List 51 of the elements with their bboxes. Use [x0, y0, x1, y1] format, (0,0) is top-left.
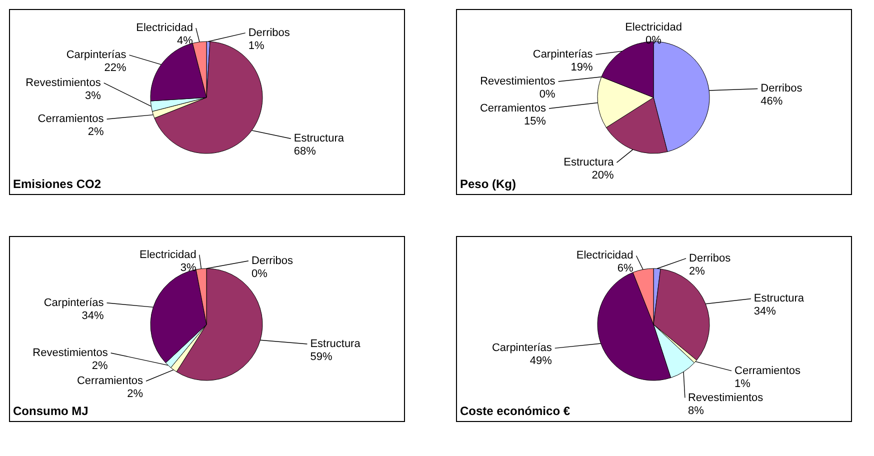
- slice-label: Derribos: [760, 82, 803, 95]
- data-label: 3%: [180, 262, 197, 274]
- slice-label: Electricidad: [136, 22, 193, 34]
- category-label: Electricidad: [625, 22, 682, 34]
- data-label: 2%: [92, 360, 108, 372]
- slice-label: Revestimientos: [688, 392, 764, 404]
- slice-label: Cerramientos: [76, 375, 144, 388]
- text: Emisiones CO2: [13, 177, 102, 191]
- slice-label: Carpinterías: [532, 48, 594, 60]
- slice-label: Estructura: [310, 338, 362, 350]
- slice-label: Derribos: [248, 26, 290, 39]
- data-label: 1%: [734, 378, 751, 390]
- slice-label: Carpinterías: [492, 342, 552, 354]
- legend-label: Revestimientos: [480, 76, 556, 88]
- data-label: 22%: [104, 62, 126, 74]
- slice-label: Cerramientos: [38, 113, 104, 126]
- slice-label: Cerramientos: [480, 102, 546, 114]
- data-label: 2%: [88, 126, 104, 138]
- data-label: 2%: [127, 388, 144, 400]
- data-label: 59%: [310, 351, 332, 364]
- slice-label: Carpinterías: [44, 296, 104, 309]
- slice-label: Estructura: [564, 156, 615, 169]
- slice-label: Derribos: [689, 252, 732, 264]
- data-label: 49%: [530, 355, 552, 368]
- data-label: 46%: [760, 96, 783, 108]
- slice-label: Electricidad: [576, 250, 634, 262]
- data-label: 34%: [82, 310, 104, 322]
- text: Peso (Kg): [460, 177, 516, 191]
- data-label: 1%: [248, 40, 264, 52]
- text: 0%: [251, 268, 268, 280]
- data-label: 15%: [524, 116, 546, 128]
- data-label: 19%: [570, 62, 593, 74]
- text: Coste económico €: [460, 404, 570, 418]
- data-label: 34%: [754, 306, 776, 318]
- data-label: 8%: [688, 404, 704, 417]
- slice-label: Estructura: [754, 292, 805, 305]
- slice-label: Revestimientos: [32, 346, 108, 359]
- slice-label: Estructura: [294, 132, 345, 145]
- data-label: 20%: [592, 170, 614, 182]
- data-label: 2%: [689, 265, 706, 278]
- text: Consumo MJ: [13, 404, 88, 418]
- data-label: 6%: [617, 262, 634, 275]
- data-label: 3%: [84, 90, 102, 102]
- legend-label: Derribos: [251, 254, 294, 267]
- slice-label: Carpinterías: [66, 49, 127, 62]
- slice-label: Revestimientos: [26, 76, 102, 89]
- slice-label: Electricidad: [139, 248, 196, 261]
- text: 0%: [539, 88, 556, 100]
- data-label: 68%: [294, 146, 316, 158]
- slice-label: Cerramientos: [734, 364, 802, 377]
- data-label: 4%: [177, 35, 194, 48]
